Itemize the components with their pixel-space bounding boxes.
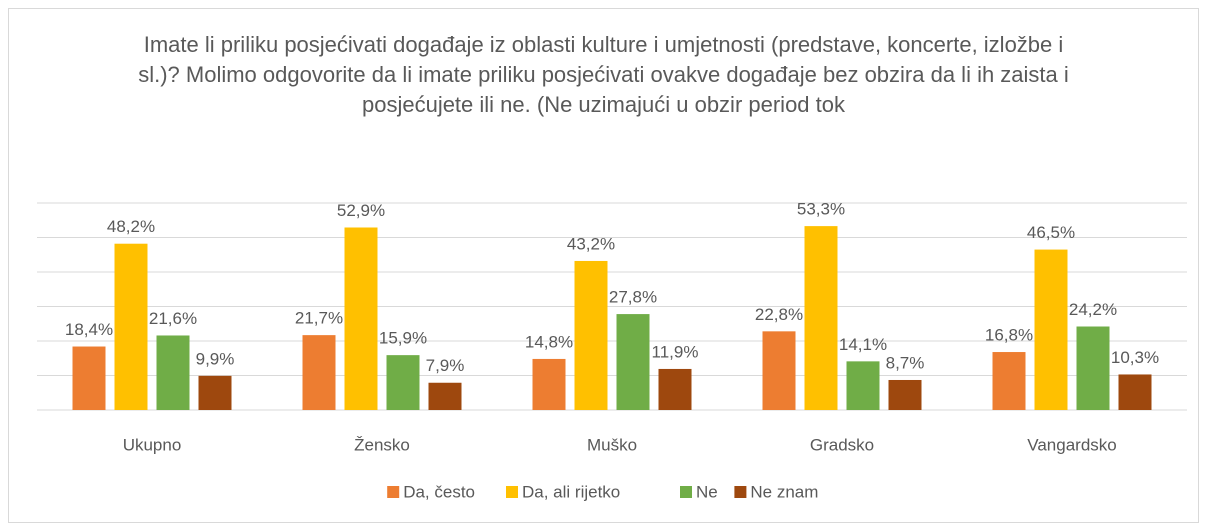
x-tick-label: Žensko bbox=[354, 435, 410, 454]
data-label: 16,8% bbox=[985, 326, 1033, 345]
bar bbox=[888, 379, 922, 410]
bar bbox=[386, 355, 420, 410]
bar bbox=[532, 358, 566, 410]
bar bbox=[428, 382, 462, 410]
data-label: 10,3% bbox=[1111, 348, 1159, 367]
data-label: 21,7% bbox=[295, 309, 343, 328]
bar bbox=[804, 226, 838, 410]
bar bbox=[574, 260, 608, 410]
bar bbox=[1118, 374, 1152, 410]
data-label: 7,9% bbox=[426, 356, 465, 375]
legend-label: Ne znam bbox=[750, 482, 818, 501]
legend-swatch bbox=[680, 486, 692, 498]
legend-label: Da, ali rijetko bbox=[522, 482, 620, 501]
x-tick-label: Vangardsko bbox=[1027, 435, 1116, 454]
data-label: 24,2% bbox=[1069, 300, 1117, 319]
data-label: 52,9% bbox=[337, 201, 385, 220]
data-label: 8,7% bbox=[886, 353, 925, 372]
bar bbox=[344, 227, 378, 410]
data-label: 27,8% bbox=[609, 288, 657, 307]
data-label: 53,3% bbox=[797, 200, 845, 219]
legend-label: Da, često bbox=[403, 482, 475, 501]
x-tick-label: Muško bbox=[587, 435, 637, 454]
bar bbox=[156, 335, 190, 410]
data-label: 48,2% bbox=[107, 217, 155, 236]
x-tick-label: Ukupno bbox=[123, 435, 182, 454]
bar bbox=[762, 331, 796, 410]
bar bbox=[72, 346, 106, 410]
data-label: 21,6% bbox=[149, 309, 197, 328]
data-label: 14,1% bbox=[839, 335, 887, 354]
data-label: 9,9% bbox=[196, 349, 235, 368]
data-label: 11,9% bbox=[652, 342, 699, 361]
chart-border bbox=[8, 8, 1199, 523]
bar bbox=[114, 243, 148, 410]
bar bbox=[658, 368, 692, 410]
bar bbox=[1034, 249, 1068, 410]
data-label: 46,5% bbox=[1027, 223, 1075, 242]
legend-label: Ne bbox=[696, 482, 718, 501]
x-tick-label: Gradsko bbox=[810, 435, 874, 454]
legend-swatch bbox=[387, 486, 400, 498]
bar bbox=[616, 314, 650, 410]
bar bbox=[1076, 326, 1110, 410]
bar bbox=[198, 375, 232, 410]
data-label: 18,4% bbox=[65, 320, 113, 339]
bar bbox=[846, 361, 880, 410]
chart-title: Imate li priliku posjećivati događaje iz… bbox=[138, 32, 1069, 117]
legend-swatch bbox=[734, 486, 747, 498]
bar bbox=[302, 335, 336, 410]
legend-swatch bbox=[506, 486, 518, 498]
data-label: 22,8% bbox=[755, 305, 803, 324]
data-label: 43,2% bbox=[567, 234, 615, 253]
data-label: 14,8% bbox=[525, 332, 573, 351]
data-label: 15,9% bbox=[379, 329, 427, 348]
bar bbox=[992, 352, 1026, 410]
